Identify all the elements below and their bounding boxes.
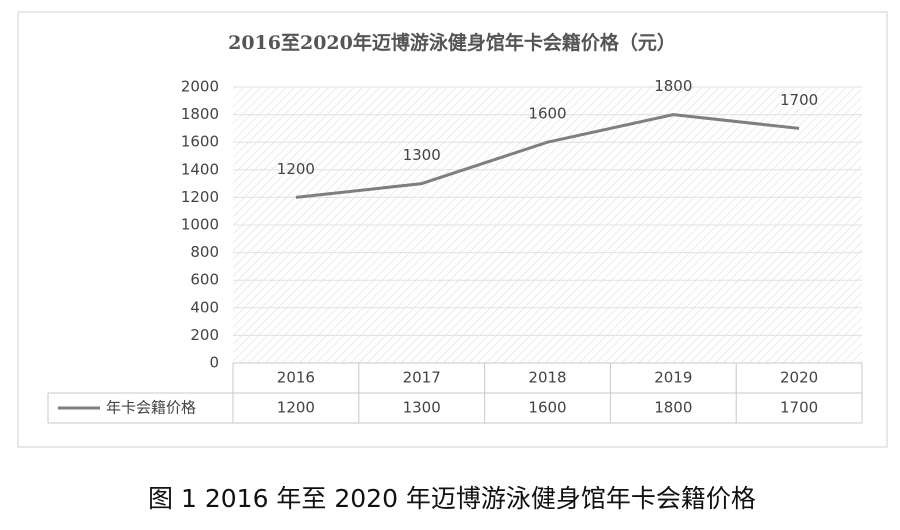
table-value: 1300 bbox=[403, 399, 441, 417]
y-tick-label: 800 bbox=[190, 243, 219, 261]
y-tick-label: 2000 bbox=[181, 78, 219, 96]
table-value: 1800 bbox=[654, 399, 692, 417]
y-tick-label: 0 bbox=[209, 354, 219, 372]
x-tick-label: 2016 bbox=[277, 369, 315, 387]
legend-label: 年卡会籍价格 bbox=[106, 399, 196, 417]
caption: 图 1 2016 年至 2020 年迈博游泳健身馆年卡会籍价格 bbox=[148, 484, 756, 513]
table-value: 1600 bbox=[528, 399, 566, 417]
table-value: 1200 bbox=[277, 399, 315, 417]
y-tick-label: 400 bbox=[190, 298, 219, 316]
series-line bbox=[295, 113, 800, 199]
y-tick-label: 1400 bbox=[181, 160, 219, 178]
y-tick-label: 1200 bbox=[181, 188, 219, 206]
data-label: 1300 bbox=[403, 146, 441, 164]
table-value: 1700 bbox=[780, 399, 818, 417]
x-tick-label: 2020 bbox=[780, 369, 818, 387]
data-label: 1200 bbox=[277, 160, 315, 178]
y-tick-label: 1800 bbox=[181, 105, 219, 123]
data-label: 1600 bbox=[528, 105, 566, 123]
chart-title: 2016至2020年迈博游泳健身馆年卡会籍价格（元） bbox=[228, 31, 676, 54]
x-tick-label: 2018 bbox=[528, 369, 566, 387]
data-label: 1700 bbox=[780, 91, 818, 109]
x-tick-label: 2017 bbox=[403, 369, 441, 387]
data-label: 1800 bbox=[654, 77, 692, 95]
y-tick-label: 1000 bbox=[181, 216, 219, 234]
x-tick-label: 2019 bbox=[654, 369, 692, 387]
y-tick-label: 600 bbox=[190, 271, 219, 289]
y-tick-label: 200 bbox=[190, 326, 219, 344]
y-tick-label: 1600 bbox=[181, 133, 219, 151]
